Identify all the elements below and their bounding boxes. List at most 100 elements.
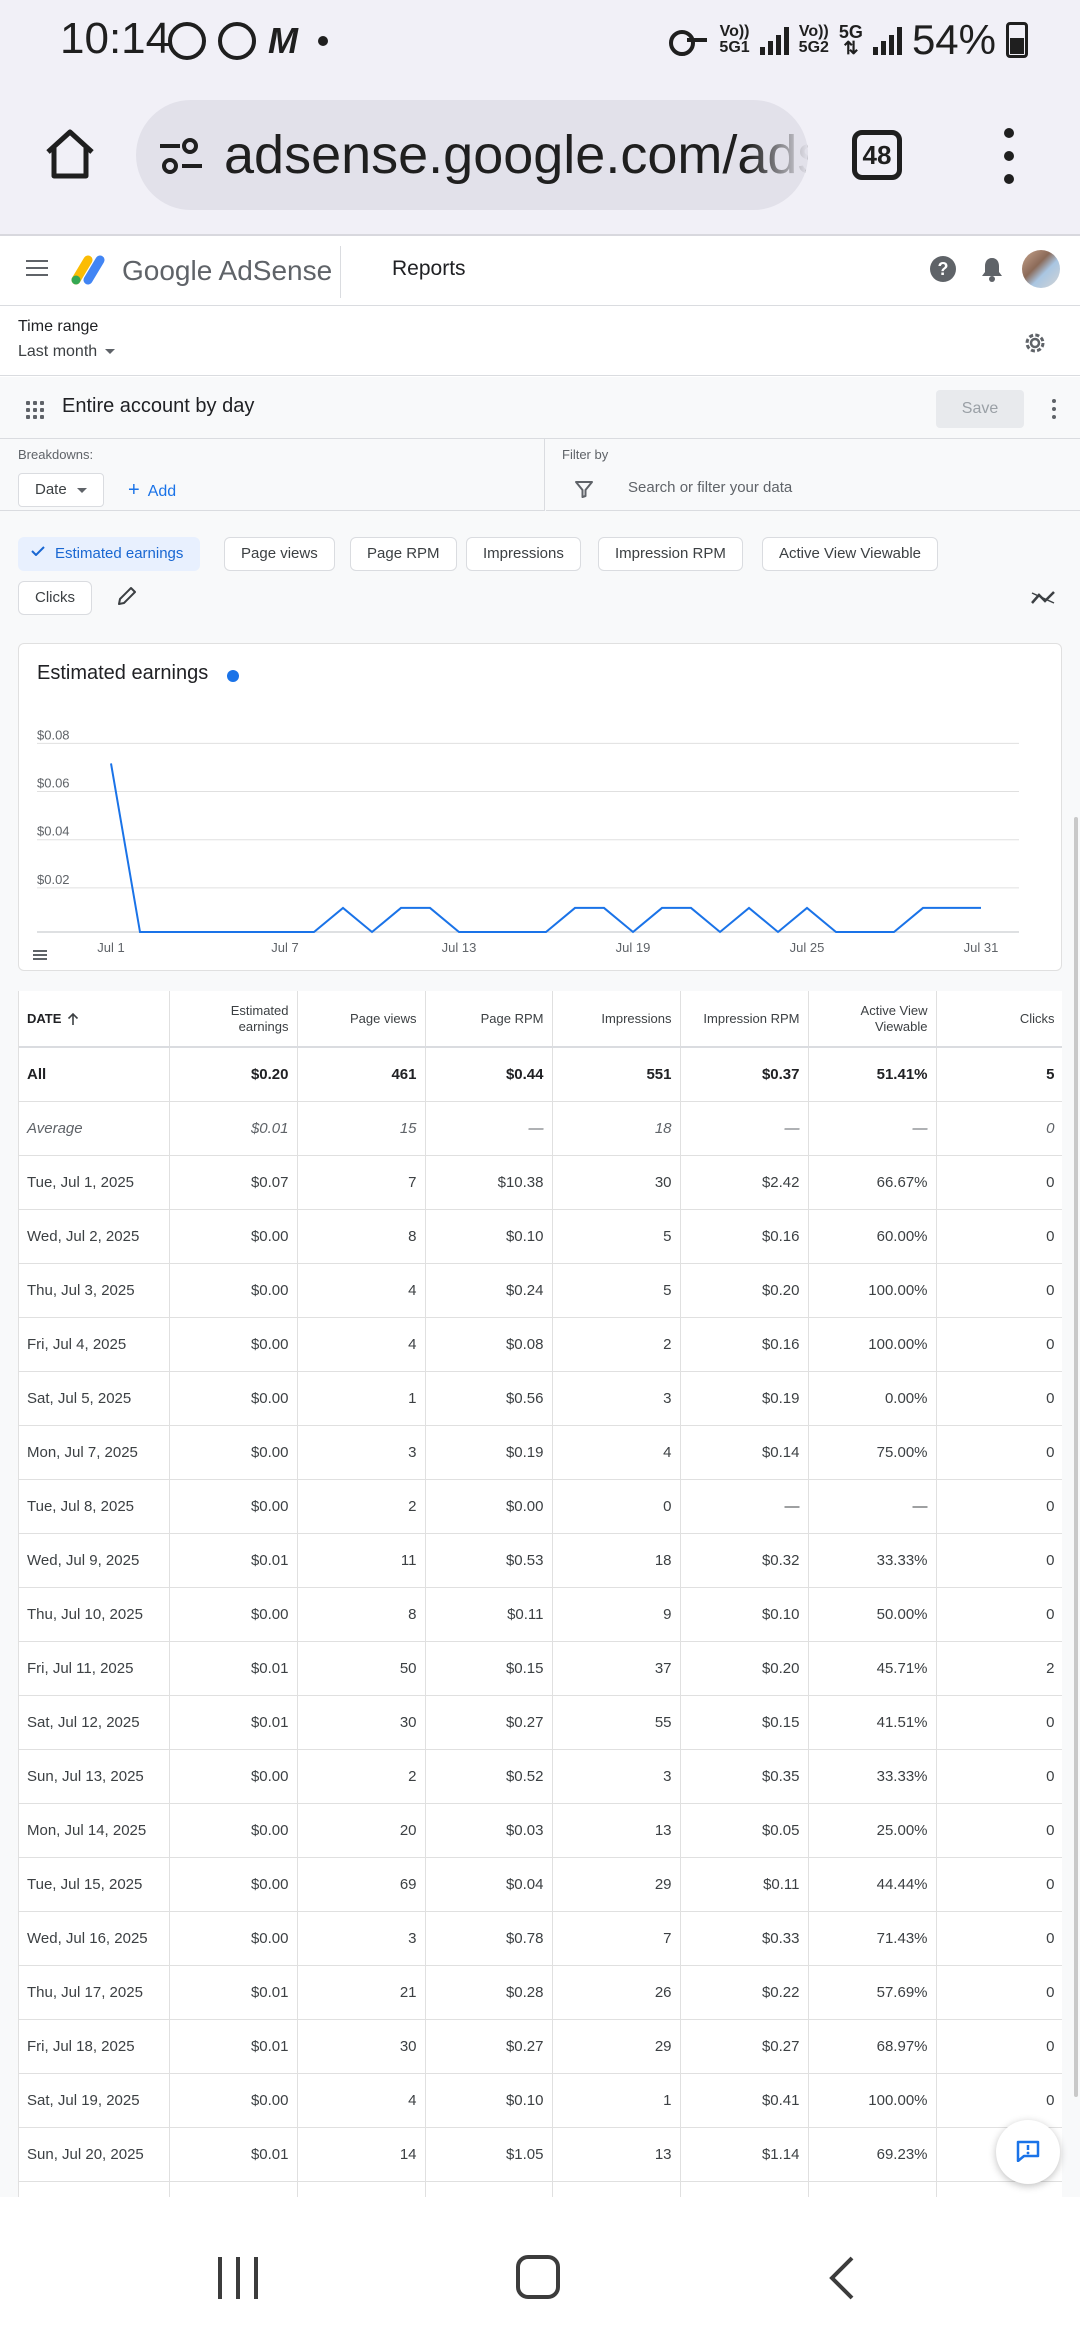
table-row: Fri, Jul 11, 2025 $0.01 50 $0.15 37 $0.20 45.7… <box>19 1641 1062 1695</box>
table-cell: Fri, Jul 11, 2025 <box>19 1641 169 1695</box>
chart-legend-toggle-icon[interactable] <box>33 950 47 960</box>
table-cell: $0.32 <box>680 1533 808 1587</box>
column-header[interactable]: Impressions <box>552 991 680 1047</box>
breakdown-date-chip[interactable]: Date <box>18 473 104 507</box>
table-cell: 5 <box>936 1047 1062 1101</box>
volte-sim1-icon: Vo)) 5G1 <box>719 24 749 56</box>
settings-gear-icon[interactable] <box>1022 330 1048 356</box>
metric-chip-clicks[interactable]: Clicks <box>18 581 92 615</box>
table-cell: 0.00% <box>808 1371 936 1425</box>
table-row: Wed, Jul 9, 2025 $0.01 11 $0.53 18 $0.32 33.33… <box>19 1533 1062 1587</box>
metric-chip-active-view-viewable[interactable]: Active View Viewable <box>762 537 938 571</box>
page-scrollbar[interactable] <box>1074 817 1078 2097</box>
filter-funnel-icon <box>574 479 594 499</box>
battery-percent: 54% <box>912 16 996 64</box>
metric-chip-page-rpm[interactable]: Page RPM <box>350 537 457 571</box>
column-header[interactable]: Page RPM <box>425 991 552 1047</box>
table-cell: 45.71% <box>808 1641 936 1695</box>
address-bar[interactable]: adsense.google.com/adsense <box>136 100 808 210</box>
table-cell: Mon, Jul 7, 2025 <box>19 1425 169 1479</box>
home-button[interactable] <box>516 2255 560 2299</box>
table-cell: 551 <box>552 1047 680 1101</box>
column-header[interactable]: Active View Viewable <box>808 991 936 1047</box>
table-cell: $0.10 <box>425 1209 552 1263</box>
feedback-button[interactable] <box>996 2120 1060 2184</box>
table-row: Tue, Jul 1, 2025 $0.07 7 $10.38 30 $2.42 66.67… <box>19 1155 1062 1209</box>
menu-icon[interactable] <box>26 260 48 276</box>
table-cell: $0.16 <box>680 1317 808 1371</box>
column-header[interactable]: Page views <box>297 991 425 1047</box>
table-cell: 57.69% <box>808 1965 936 2019</box>
table-cell: $0.10 <box>425 2073 552 2127</box>
table-cell: 13 <box>552 2127 680 2181</box>
table-cell: 18 <box>552 1533 680 1587</box>
table-cell: — <box>808 1479 936 1533</box>
notifications-bell-icon[interactable] <box>980 256 1004 282</box>
table-cell: Thu, Jul 17, 2025 <box>19 1965 169 2019</box>
account-avatar[interactable] <box>1022 250 1060 288</box>
table-cell: $0.00 <box>169 1587 297 1641</box>
table-cell: 0 <box>936 1101 1062 1155</box>
table-cell: $0.01 <box>169 2127 297 2181</box>
metric-chip-impressions[interactable]: Impressions <box>466 537 581 571</box>
table-cell: Thu, Jul 3, 2025 <box>19 1263 169 1317</box>
metric-chip-impression-rpm[interactable]: Impression RPM <box>598 537 743 571</box>
more-options-icon[interactable] <box>1052 399 1056 419</box>
table-cell: 71.43% <box>808 1911 936 1965</box>
column-header[interactable]: DATE <box>19 991 169 1047</box>
save-button[interactable]: Save <box>936 390 1024 428</box>
table-row: Sat, Jul 5, 2025 $0.00 1 $0.56 3 $0.19 0.00% 0 <box>19 1371 1062 1425</box>
column-header[interactable]: Impression RPM <box>680 991 808 1047</box>
compare-trend-icon[interactable] <box>1030 589 1056 607</box>
table-cell: 4 <box>297 2181 425 2197</box>
table-cell: 37 <box>552 1641 680 1695</box>
metric-chip-estimated-earnings[interactable]: Estimated earnings <box>18 537 200 571</box>
table-row: Thu, Jul 10, 2025 $0.00 8 $0.11 9 $0.10 50.00%… <box>19 1587 1062 1641</box>
table-cell: Sun, Jul 13, 2025 <box>19 1749 169 1803</box>
filter-search-input[interactable]: Search or filter your data <box>628 479 792 496</box>
time-range-dropdown[interactable]: Last month <box>18 343 115 361</box>
table-cell: $10.38 <box>425 1155 552 1209</box>
earnings-series-line <box>111 763 981 932</box>
table-cell: 461 <box>297 1047 425 1101</box>
table-cell: 100.00% <box>808 2073 936 2127</box>
plus-icon: + <box>128 479 140 501</box>
table-cell: 60.00% <box>808 1209 936 1263</box>
table-cell: 14 <box>297 2127 425 2181</box>
url-text: adsense.google.com/adsense <box>224 124 808 186</box>
table-row: Sat, Jul 19, 2025 $0.00 4 $0.10 1 $0.41 100.00… <box>19 2073 1062 2127</box>
signal-sim2-icon <box>873 25 902 55</box>
table-cell: $1.14 <box>680 2127 808 2181</box>
table-cell: Wed, Jul 9, 2025 <box>19 1533 169 1587</box>
y-tick-label: $0.04 <box>37 824 70 839</box>
table-cell: Thu, Jul 10, 2025 <box>19 1587 169 1641</box>
edit-pencil-icon[interactable] <box>116 585 138 607</box>
table-cell: $0.20 <box>680 1641 808 1695</box>
series-color-dot <box>227 670 239 682</box>
site-settings-icon[interactable] <box>158 138 204 174</box>
recents-button[interactable] <box>218 2257 258 2299</box>
table-row: Fri, Jul 4, 2025 $0.00 4 $0.08 2 $0.16 100.00%… <box>19 1317 1062 1371</box>
home-icon[interactable] <box>42 126 98 182</box>
metric-chip-page-views[interactable]: Page views <box>224 537 335 571</box>
add-breakdown-button[interactable]: + Add <box>128 479 176 502</box>
table-cell: 41.51% <box>808 1695 936 1749</box>
system-icons: Vo)) 5G1 Vo)) 5G2 5G ⇅ 54% <box>669 16 1028 64</box>
help-icon[interactable]: ? <box>930 256 956 282</box>
browser-menu-icon[interactable] <box>1004 128 1016 184</box>
table-cell: $0.00 <box>169 1857 297 1911</box>
table-cell: Wed, Jul 16, 2025 <box>19 1911 169 1965</box>
table-cell: 30 <box>552 1155 680 1209</box>
table-cell: $0.07 <box>169 1155 297 1209</box>
table-cell: 9 <box>552 1587 680 1641</box>
column-header[interactable]: Clicks <box>936 991 1062 1047</box>
table-cell: 0 <box>936 1209 1062 1263</box>
table-row: Thu, Jul 17, 2025 $0.01 21 $0.28 26 $0.22 57.6… <box>19 1965 1062 2019</box>
tab-switcher-button[interactable]: 48 <box>852 130 902 180</box>
table-cell: 0 <box>936 1479 1062 1533</box>
column-header[interactable]: Estimated earnings <box>169 991 297 1047</box>
table-cell: 69 <box>297 1857 425 1911</box>
table-cell: 0 <box>936 1587 1062 1641</box>
back-button[interactable] <box>822 2255 862 2301</box>
apps-grid-icon[interactable] <box>26 401 44 419</box>
